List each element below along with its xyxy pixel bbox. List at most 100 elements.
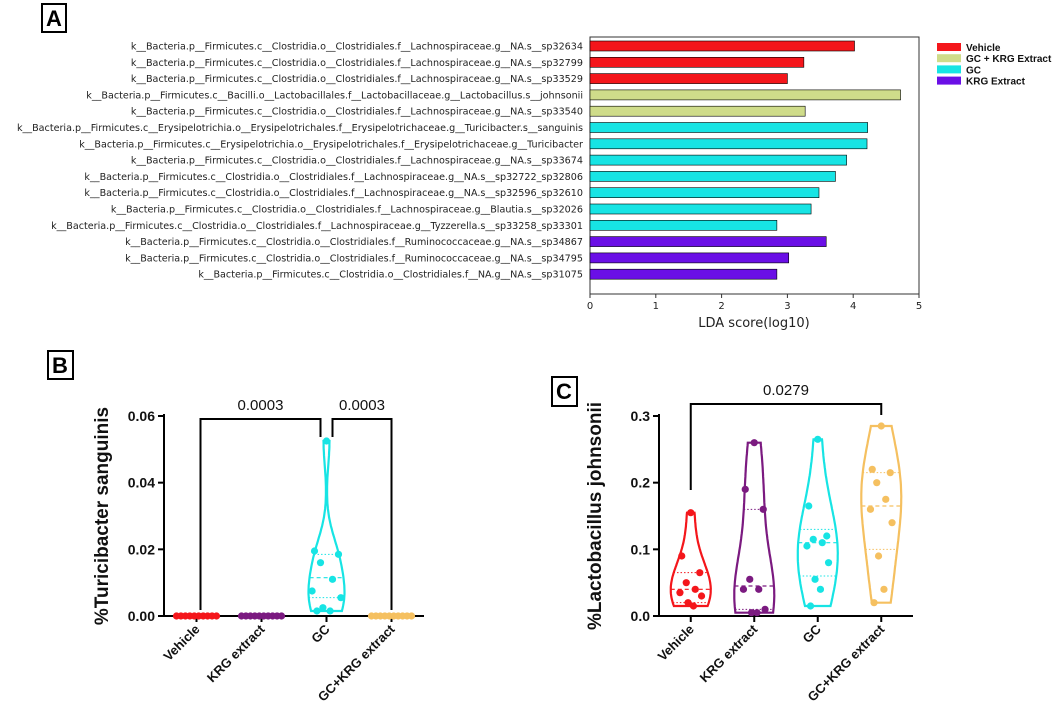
data-point: [328, 575, 337, 583]
data-point: [334, 550, 343, 558]
category-label: Vehicle: [160, 622, 202, 664]
taxon-label: k__Bacteria.p__Firmicutes.c__Clostridia.…: [84, 188, 583, 199]
data-point: [326, 607, 334, 615]
data-point: [750, 439, 758, 447]
y-tick-label: 0.3: [631, 408, 651, 424]
significance-bracket: [331, 418, 393, 610]
data-point: [308, 587, 316, 595]
taxon-label: k__Bacteria.p__Firmicutes.c__Erysipelotr…: [17, 123, 583, 134]
data-point: [886, 469, 894, 477]
data-point: [747, 609, 756, 617]
violin-body: [860, 424, 903, 604]
taxon-label: k__Bacteria.p__Firmicutes.c__Clostridia.…: [84, 172, 583, 183]
taxon-label: k__Bacteria.p__Firmicutes.c__Clostridia.…: [131, 74, 583, 85]
panel-a-letter: A: [46, 6, 62, 31]
taxon-label: k__Bacteria.p__Firmicutes.c__Clostridia.…: [198, 270, 583, 281]
data-point: [880, 585, 888, 593]
panel-a-x-axis-label: LDA score(log10): [698, 316, 809, 331]
data-point: [676, 589, 684, 597]
lda-bar: [589, 171, 836, 182]
data-point: [888, 519, 896, 527]
violin-body: [669, 511, 712, 608]
data-point: [739, 585, 748, 593]
x-tick-label: 4: [850, 301, 856, 312]
data-point: [689, 602, 698, 610]
data-point: [310, 547, 319, 555]
data-point: [874, 552, 883, 560]
lda-bar: [589, 236, 827, 247]
data-point: [805, 502, 813, 510]
panel-b-violin-chart: 0.00 0.02 0.04 0.06 %Turicibacter sanguinis V…: [92, 397, 424, 704]
y-tick-label: 0.1: [631, 541, 651, 557]
data-point: [877, 422, 885, 430]
data-point: [755, 585, 763, 593]
taxon-label: k__Bacteria.p__Firmicutes.c__Erysipelotr…: [79, 139, 583, 150]
taxon-label: k__Bacteria.p__Firmicutes.c__Clostridia.…: [111, 205, 583, 216]
legend-entry: KRG Extract: [966, 77, 1026, 88]
category-label: GC: [799, 621, 824, 646]
category-label: GC: [308, 621, 333, 646]
data-point: [678, 552, 686, 560]
x-tick-label: 5: [916, 301, 922, 312]
panel-a-lda-chart: k__Bacteria.p__Firmicutes.c__Clostridia.…: [17, 36, 1052, 331]
lda-bar: [589, 105, 806, 117]
data-point: [873, 479, 881, 487]
taxon-label: k__Bacteria.p__Firmicutes.c__Clostridia.…: [131, 58, 583, 69]
y-tick-label: 0.00: [128, 608, 155, 624]
panel-c-letter: C: [556, 379, 572, 404]
data-point: [868, 465, 876, 473]
data-point: [682, 579, 690, 587]
significance-bracket: [199, 418, 322, 610]
lda-bar: [589, 89, 901, 101]
taxon-label: k__Bacteria.p__Firmicutes.c__Clostridia.…: [131, 107, 583, 118]
y-tick-label: 0.0: [631, 608, 651, 624]
legend-swatch: [937, 65, 961, 74]
legend-swatch: [937, 76, 961, 85]
lda-bar: [589, 40, 855, 52]
y-tick-label: 0.2: [631, 475, 651, 491]
data-point: [823, 532, 831, 540]
violin-body: [733, 441, 776, 614]
lda-bar: [589, 252, 790, 264]
lda-bar: [589, 268, 778, 280]
lda-bar: [589, 187, 820, 198]
lda-bar: [589, 138, 868, 150]
p-value-label: 0.0003: [238, 397, 284, 414]
panel-a-taxon-labels: k__Bacteria.p__Firmicutes.c__Clostridia.…: [17, 42, 583, 281]
data-point: [761, 605, 769, 613]
lda-bar: [589, 122, 868, 133]
data-point: [759, 505, 767, 513]
category-label: KRG extract: [697, 621, 761, 685]
data-point: [337, 594, 345, 602]
panel-c-violin-chart: 0.0 0.1 0.2 0.3 %Lactobacillus johnsonii Vehi…: [585, 382, 913, 704]
legend-entry: GC: [966, 65, 981, 76]
lda-bar: [589, 154, 847, 166]
data-point: [809, 535, 817, 543]
taxon-label: k__Bacteria.p__Firmicutes.c__Bacilli.o__…: [86, 90, 583, 101]
lda-bar: [589, 203, 812, 215]
data-point: [684, 599, 692, 607]
x-tick-label: 3: [784, 301, 790, 312]
data-point: [319, 604, 327, 612]
panel-a-plot-frame: [589, 36, 920, 295]
data-point: [811, 575, 819, 583]
data-point: [818, 539, 826, 547]
data-point: [746, 575, 754, 583]
violin-body: [796, 438, 839, 608]
panel-c-label-box: C: [551, 376, 578, 407]
data-point: [882, 495, 890, 503]
p-value-label: 0.0279: [763, 382, 809, 399]
data-point: [407, 612, 416, 620]
legend-entry: Vehicle: [966, 43, 1001, 54]
data-point: [806, 602, 815, 610]
data-point: [870, 599, 878, 607]
data-point: [322, 437, 331, 445]
x-tick-label: 1: [653, 301, 659, 312]
y-tick-label: 0.02: [128, 541, 155, 557]
data-point: [814, 435, 822, 443]
y-axis-label: %Lactobacillus johnsonii: [585, 402, 606, 630]
panel-b-letter: B: [52, 353, 68, 378]
data-point: [697, 592, 706, 600]
